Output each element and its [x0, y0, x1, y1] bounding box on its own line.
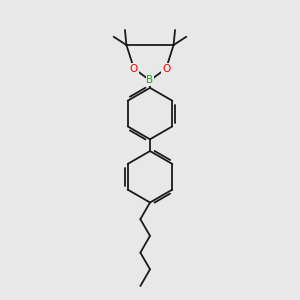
- Text: O: O: [130, 64, 138, 74]
- Text: B: B: [146, 75, 154, 85]
- Text: O: O: [162, 64, 170, 74]
